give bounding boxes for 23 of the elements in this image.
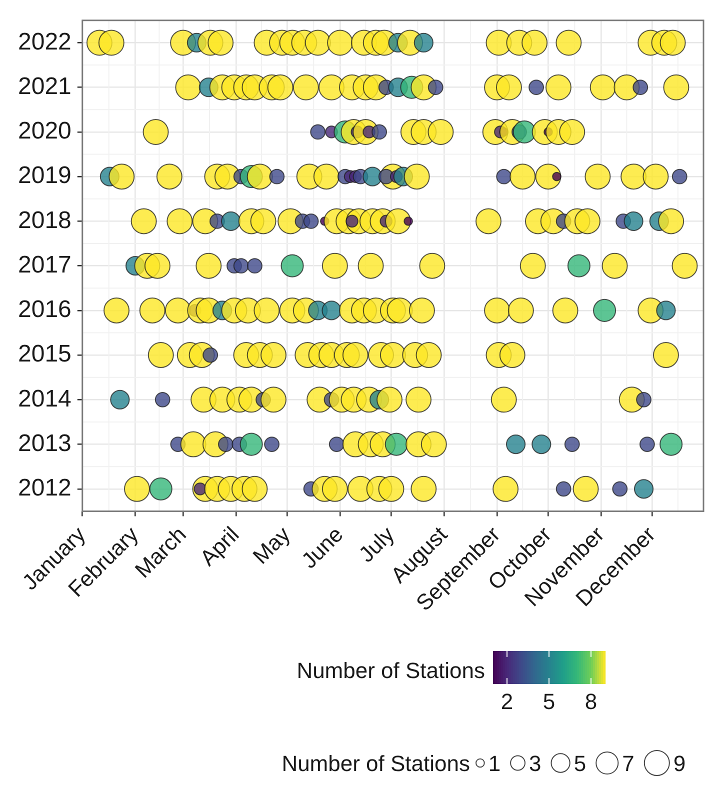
y-tick-label: 2022 xyxy=(18,28,72,56)
color-bar-title: Number of Stations xyxy=(296,658,485,683)
y-tick-label: 2015 xyxy=(18,340,72,368)
y-tick-label: 2012 xyxy=(18,474,72,502)
x-tick-label: July xyxy=(354,522,400,568)
y-tick-label: 2019 xyxy=(18,162,72,190)
legend-label: 5 xyxy=(574,751,586,776)
y-tick-label: 2020 xyxy=(18,118,72,145)
legend-title: Number of Stations xyxy=(282,751,470,776)
y-tick-label: 2014 xyxy=(18,385,72,412)
x-tick-label: May xyxy=(248,522,295,569)
legend-label: 3 xyxy=(529,751,542,776)
y-tick-label: 2017 xyxy=(18,251,72,278)
legend-label: 9 xyxy=(673,751,686,776)
y-tick-label: 2021 xyxy=(18,72,72,100)
legend-label: 7 xyxy=(622,751,634,776)
y-tick-label: 2016 xyxy=(18,296,72,324)
color-bar-label: 8 xyxy=(584,689,598,714)
color-bar-label: 5 xyxy=(542,689,556,714)
y-tick-label: 2013 xyxy=(18,430,72,457)
legend-label: 1 xyxy=(488,751,501,776)
color-bar-label: 2 xyxy=(500,689,514,714)
y-tick-label: 2018 xyxy=(18,206,72,234)
